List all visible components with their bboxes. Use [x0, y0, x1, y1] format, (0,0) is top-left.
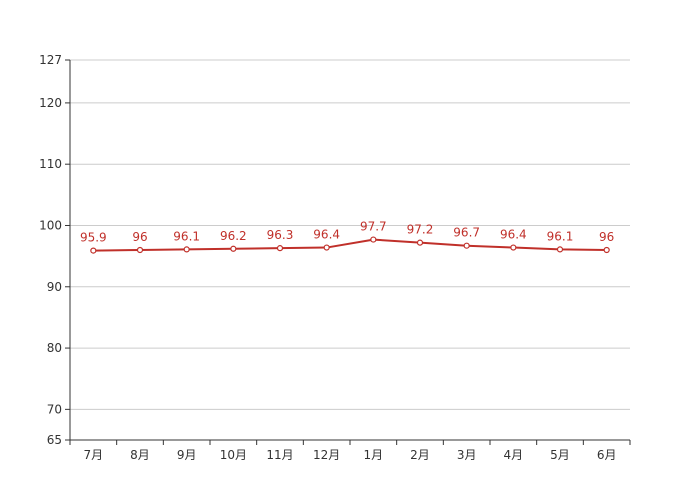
y-tick-label: 80	[47, 341, 62, 355]
data-point	[276, 245, 284, 252]
y-tick-label: 70	[47, 402, 62, 416]
y-tick-label: 127	[39, 53, 62, 67]
data-label: 96	[132, 230, 147, 244]
data-label: 95.9	[80, 231, 107, 245]
data-point	[510, 244, 517, 251]
x-tick-label: 4月	[504, 448, 524, 462]
x-tick-label: 6月	[597, 448, 617, 462]
data-point	[370, 236, 377, 243]
data-point	[463, 242, 470, 249]
x-tick-label: 3月	[457, 448, 477, 462]
data-label: 96.7	[453, 226, 480, 240]
x-tick-label: 12月	[313, 448, 340, 462]
data-point	[90, 247, 97, 254]
data-label: 97.2	[407, 223, 434, 237]
x-tick-label: 10月	[220, 448, 247, 462]
x-tick-label: 11月	[266, 448, 293, 462]
data-point	[556, 246, 564, 253]
y-tick-label: 120	[39, 96, 62, 110]
data-label: 96.3	[267, 228, 294, 242]
data-label: 96.1	[547, 229, 574, 243]
data-label: 96.4	[500, 228, 527, 242]
y-tick-label: 110	[39, 157, 62, 171]
data-point	[323, 244, 330, 251]
y-tick-label: 90	[47, 280, 62, 294]
series-layer	[90, 236, 610, 254]
axis-layer: 65 70 80 90 100 110 120 127 7月 8月 9月 10月 11月 12月 1月 2月 3…	[39, 53, 631, 462]
data-point	[136, 246, 144, 254]
data-label: 96.2	[220, 229, 247, 243]
x-tick-label: 7月	[84, 448, 104, 462]
data-point	[603, 246, 610, 254]
label-layer: 95.9 96 96.1 96.2 96.3 96.4 97.7 97.2 96.7 96.4 96…	[80, 220, 614, 245]
x-tick-label: 5月	[550, 448, 570, 462]
x-tick-label: 9月	[177, 448, 197, 462]
x-tick-label: 1月	[364, 448, 384, 462]
data-point	[230, 245, 237, 252]
data-point	[416, 239, 424, 246]
grid-layer	[70, 59, 630, 410]
data-label: 96.4	[313, 228, 340, 242]
x-tick-label: 2月	[410, 448, 430, 462]
series-line	[93, 238, 607, 252]
x-tick-label: 8月	[130, 448, 150, 462]
data-point	[183, 246, 190, 253]
data-label: 96	[599, 230, 614, 244]
y-tick-label: 100	[39, 218, 62, 232]
data-label: 96.1	[173, 229, 200, 243]
data-label: 97.7	[360, 220, 387, 234]
y-tick-label: 65	[47, 433, 62, 447]
